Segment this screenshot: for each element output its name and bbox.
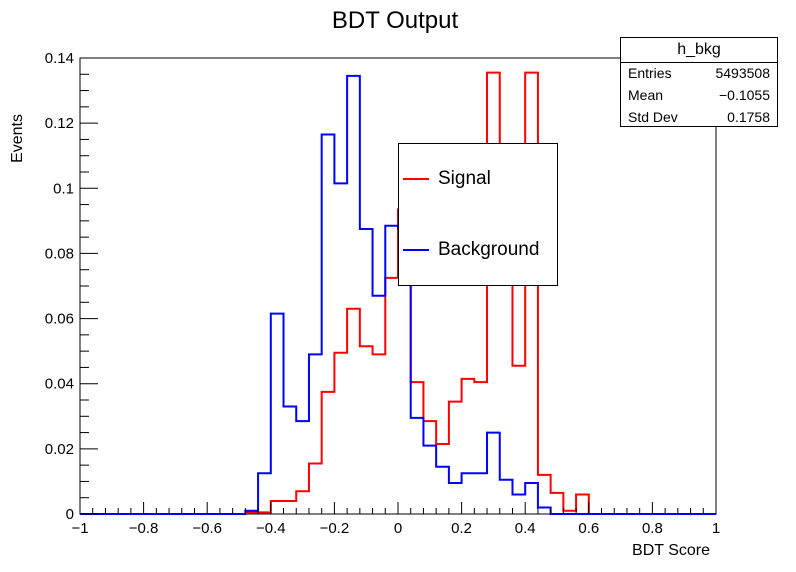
y-tick-label: 0: [66, 506, 74, 523]
legend-line-signal: [403, 178, 429, 180]
y-tick-label: 0.04: [45, 376, 74, 393]
legend-label-signal: Signal: [438, 168, 491, 189]
stats-label: Entries: [628, 65, 672, 81]
x-tick-label: −0.4: [256, 520, 286, 537]
y-tick-label: 0.02: [45, 441, 74, 458]
x-tick-label: 1: [712, 520, 720, 537]
stats-value: −0.1055: [719, 87, 770, 103]
stats-box: h_bkg Entries 5493508 Mean −0.1055 Std D…: [620, 37, 778, 127]
stats-label: Std Dev: [628, 109, 678, 125]
x-tick-label: −0.6: [192, 520, 222, 537]
stats-row-entries: Entries 5493508: [628, 62, 770, 84]
x-tick-label: 0: [394, 520, 402, 537]
legend: Signal Background: [398, 143, 558, 286]
stats-value: 0.1758: [727, 109, 770, 125]
x-tick-label: 0.6: [578, 520, 599, 537]
x-tick-label: −0.8: [129, 520, 159, 537]
stats-title: h_bkg: [621, 38, 777, 63]
stats-label: Mean: [628, 87, 664, 103]
x-tick-label: 0.2: [451, 520, 472, 537]
series-line-signal: [80, 71, 716, 515]
y-tick-label: 0.12: [45, 115, 74, 132]
stats-value: 5493508: [715, 65, 770, 81]
x-tick-label: 0.4: [515, 520, 536, 537]
series-line-background: [80, 74, 716, 515]
legend-label-background: Background: [438, 239, 540, 260]
y-axis-label: Events: [9, 114, 26, 163]
x-tick-label: −0.2: [320, 520, 350, 537]
y-tick-label: 0.1: [53, 180, 74, 197]
y-tick-label: 0.14: [45, 50, 74, 67]
x-tick-label: −1: [71, 520, 88, 537]
stats-row-mean: Mean −0.1055: [628, 84, 770, 106]
x-axis-label: BDT Score: [632, 542, 710, 559]
legend-line-background: [403, 249, 429, 251]
y-tick-label: 0.06: [45, 311, 74, 328]
chart-title: BDT Output: [332, 7, 459, 34]
stats-row-std-dev: Std Dev 0.1758: [628, 106, 770, 128]
y-tick-label: 0.08: [45, 245, 74, 262]
x-tick-label: 0.8: [642, 520, 663, 537]
